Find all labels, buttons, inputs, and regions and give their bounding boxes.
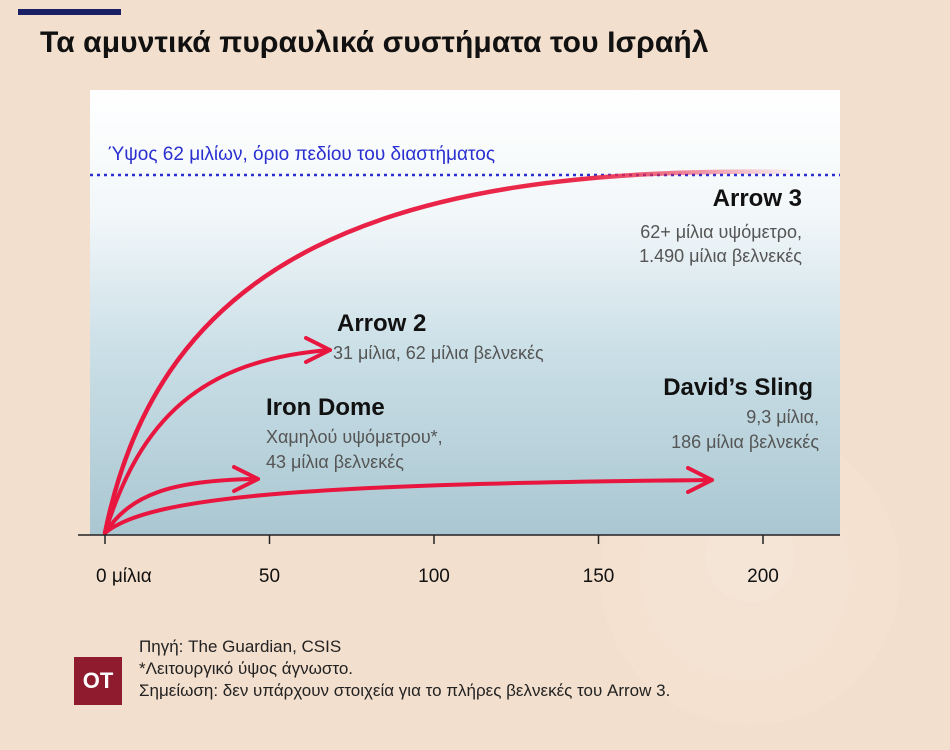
footer-notes: Πηγή: The Guardian, CSIS *Λειτουργικό ύψ… [139, 636, 670, 702]
series-detail-arrow-3: 62+ μίλια υψόμετρο, [640, 222, 802, 242]
series-labels: Arrow 3 62+ μίλια υψόμετρο, 1.490 μίλια βε… [266, 185, 819, 472]
x-tick-label-0: 0 μίλια [96, 566, 152, 587]
source-note: Πηγή: The Guardian, CSIS [139, 637, 342, 656]
ot-logo: ΟΤ [74, 657, 122, 705]
series-detail-iron-dome: 43 μίλια βελνεκές [266, 452, 404, 472]
series-name-david-s-sling: David’s Sling [663, 374, 813, 401]
series-name-arrow-2: Arrow 2 [337, 310, 426, 337]
series-detail-david-s-sling: 186 μίλια βελνεκές [671, 432, 819, 452]
plot-area [90, 90, 840, 535]
arrowhead-david-s-sling [686, 466, 714, 494]
arc-iron-dome [103, 477, 260, 535]
accent-rule [18, 9, 121, 15]
series-detail-arrow-2: 31 μίλια, 62 μίλια βελνεκές [333, 343, 544, 363]
arrowhead-arrow-2 [304, 336, 332, 364]
x-axis: 0 μίλια 50 100 150 200 [78, 534, 840, 587]
series-name-iron-dome: Iron Dome [266, 394, 385, 421]
arcs [102, 169, 793, 536]
chart-title: Τα αμυντικά πυραυλικά συστήματα του Ισρα… [40, 26, 709, 59]
arrow3-note: Σημείωση: δεν υπάρχουν στοιχεία για το π… [139, 681, 671, 700]
space-boundary-label: Ύψος 62 μιλίων, όριο πεδίου του διαστήμα… [108, 144, 495, 165]
x-tick-label-200: 200 [747, 566, 779, 587]
series-detail-iron-dome: Χαμηλού υψόμετρου*, [266, 427, 443, 447]
arc-arrow-3 [102, 169, 793, 536]
missile-range-chart: Ύψος 62 μιλίων, όριο πεδίου του διαστήμα… [78, 90, 840, 587]
arc-arrow-2 [103, 348, 332, 535]
series-detail-arrow-3: 1.490 μίλια βελνεκές [639, 246, 802, 266]
series-name-arrow-3: Arrow 3 [713, 185, 802, 212]
x-tick-label-50: 50 [259, 566, 280, 587]
x-tick-label-150: 150 [583, 566, 615, 587]
series-detail-david-s-sling: 9,3 μίλια, [746, 407, 819, 427]
arc-david-s-sling [103, 478, 714, 535]
arrowhead-iron-dome [232, 465, 260, 493]
x-tick-label-100: 100 [418, 566, 450, 587]
footnote: *Λειτουργικό ύψος άγνωστο. [139, 659, 354, 678]
